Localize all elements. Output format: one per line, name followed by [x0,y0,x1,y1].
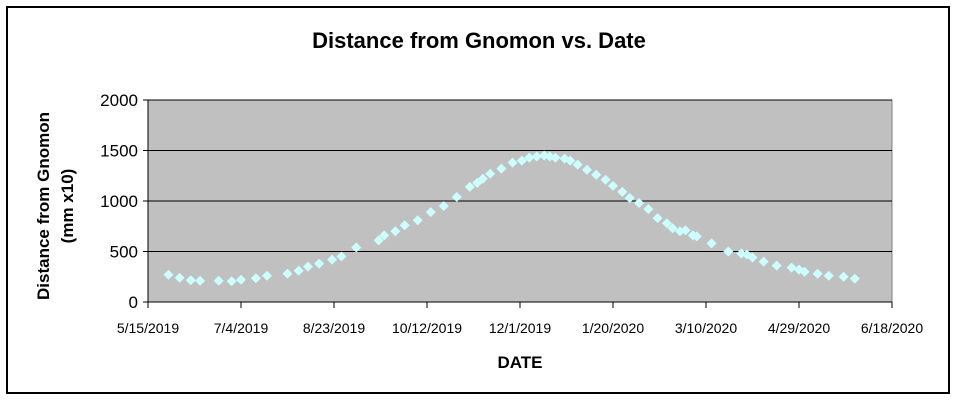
x-tick-label: 6/18/2020 [861,320,923,336]
y-axis-title-line-1: Distance from Gnomon [34,112,53,300]
data-point [531,151,542,162]
data-point [195,275,206,286]
data-point [600,174,611,185]
data-point [661,218,672,229]
data-point [262,270,273,281]
x-tick-label: 5/15/2019 [117,320,179,336]
data-point [250,273,261,284]
data-point [163,269,174,280]
data-point [667,223,678,234]
data-point [591,169,602,180]
x-axis-ticks: 5/15/2019 7/4/2019 8/23/2019 10/12/2019 12/1… [117,100,923,336]
data-point [849,273,860,284]
data-point [771,260,782,271]
chart-frame: Distance from Gnomon vs. Date 0 500 1000 15… [6,6,950,394]
data-point [314,258,325,269]
y-tick-label: 0 [129,293,138,312]
data-point [643,204,654,215]
data-point [336,251,347,262]
y-tick-label: 2000 [100,91,138,110]
x-axis-title: DATE [497,353,542,372]
data-point [399,220,410,231]
data-point [572,159,583,170]
data-point [524,152,535,163]
data-point [293,265,304,276]
data-point [550,152,561,163]
data-point [723,246,734,257]
data-point [691,231,702,242]
data-point [451,191,462,202]
x-tick-label: 8/23/2019 [303,320,365,336]
x-tick-label: 3/10/2020 [675,320,737,336]
x-tick-label: 4/29/2020 [768,320,830,336]
data-point [174,272,185,283]
data-point [282,268,293,279]
data-point [379,230,390,241]
data-point [496,163,507,174]
data-point [185,275,196,286]
data-point [425,207,436,218]
y-axis-ticks: 0 500 1000 1500 2000 [100,91,148,312]
data-point [799,266,810,277]
data-point [516,155,527,166]
data-point [706,238,717,249]
y-tick-label: 1500 [100,142,138,161]
y-tick-label: 500 [110,243,138,262]
data-point [747,252,758,263]
data-point [226,276,237,287]
data-point [624,192,635,203]
data-point [438,201,449,212]
data-point [236,274,246,285]
y-axis-title: Distance from Gnomon (mm x10) [34,112,77,300]
data-point [477,173,488,184]
data-point [581,164,592,175]
data-point [736,248,747,259]
y-axis-title-line-2: (mm x10) [58,169,77,244]
chart-title: Distance from Gnomon vs. Date [312,28,646,53]
data-point [617,186,628,197]
data-point [608,180,618,191]
data-point [758,256,769,267]
data-markers [163,150,860,287]
data-point [464,181,475,192]
data-point [634,198,645,209]
x-tick-label: 7/4/2019 [214,320,269,336]
data-point [786,262,797,273]
data-point [485,168,496,179]
gridlines [148,99,892,252]
data-point [351,242,362,253]
data-point [302,261,313,272]
x-tick-label: 1/20/2020 [582,320,644,336]
data-point [823,270,834,281]
y-tick-label: 1000 [100,192,138,211]
chart: Distance from Gnomon vs. Date 0 500 1000 15… [34,28,923,372]
data-point [838,271,849,282]
data-point [390,226,401,237]
data-point [652,213,663,224]
data-point [565,155,576,166]
data-point [812,268,823,279]
data-point [412,215,423,226]
data-point [213,275,224,286]
data-point [680,225,691,236]
data-point [373,235,384,246]
x-tick-label: 12/1/2019 [489,320,551,336]
x-tick-label: 10/12/2019 [392,320,462,336]
data-point [507,157,518,168]
